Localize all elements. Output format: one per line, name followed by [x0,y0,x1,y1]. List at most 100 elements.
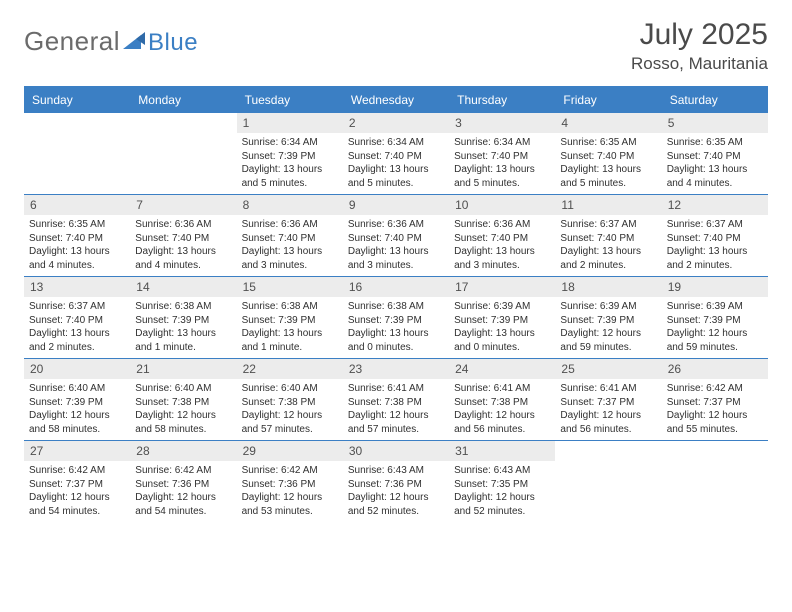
daylight-text: Daylight: 12 hours and 56 minutes. [560,409,656,436]
day-number: 24 [449,359,555,379]
day-details: Sunrise: 6:39 AMSunset: 7:39 PMDaylight:… [662,297,768,358]
day-number: 5 [662,113,768,133]
day-details: Sunrise: 6:38 AMSunset: 7:39 PMDaylight:… [343,297,449,358]
sunset-text: Sunset: 7:39 PM [242,314,338,328]
day-cell: . [662,441,768,522]
sunset-text: Sunset: 7:39 PM [560,314,656,328]
day-details: Sunrise: 6:40 AMSunset: 7:38 PMDaylight:… [237,379,343,440]
daylight-text: Daylight: 13 hours and 4 minutes. [135,245,231,272]
day-cell: . [130,113,236,194]
sunrise-text: Sunrise: 6:41 AM [454,382,550,396]
day-header: Friday [555,88,661,112]
day-number: 17 [449,277,555,297]
day-number: 13 [24,277,130,297]
day-number: 26 [662,359,768,379]
day-cell: 6Sunrise: 6:35 AMSunset: 7:40 PMDaylight… [24,195,130,276]
day-header: Thursday [449,88,555,112]
day-cell: 22Sunrise: 6:40 AMSunset: 7:38 PMDayligh… [237,359,343,440]
sunrise-text: Sunrise: 6:41 AM [560,382,656,396]
day-number: 31 [449,441,555,461]
sunrise-text: Sunrise: 6:37 AM [560,218,656,232]
day-header-row: Sunday Monday Tuesday Wednesday Thursday… [24,88,768,112]
calendar-page: General Blue July 2025 Rosso, Mauritania… [0,0,792,540]
sunrise-text: Sunrise: 6:39 AM [560,300,656,314]
day-header: Wednesday [343,88,449,112]
daylight-text: Daylight: 13 hours and 2 minutes. [29,327,125,354]
sunrise-text: Sunrise: 6:37 AM [667,218,763,232]
sunrise-text: Sunrise: 6:38 AM [348,300,444,314]
sunrise-text: Sunrise: 6:39 AM [454,300,550,314]
day-cell: 14Sunrise: 6:38 AMSunset: 7:39 PMDayligh… [130,277,236,358]
day-number: 18 [555,277,661,297]
day-cell: 5Sunrise: 6:35 AMSunset: 7:40 PMDaylight… [662,113,768,194]
day-cell: 25Sunrise: 6:41 AMSunset: 7:37 PMDayligh… [555,359,661,440]
day-details: Sunrise: 6:36 AMSunset: 7:40 PMDaylight:… [449,215,555,276]
day-number: 30 [343,441,449,461]
sunset-text: Sunset: 7:39 PM [454,314,550,328]
day-cell: 20Sunrise: 6:40 AMSunset: 7:39 PMDayligh… [24,359,130,440]
sunrise-text: Sunrise: 6:36 AM [348,218,444,232]
day-details: Sunrise: 6:36 AMSunset: 7:40 PMDaylight:… [130,215,236,276]
day-cell: 30Sunrise: 6:43 AMSunset: 7:36 PMDayligh… [343,441,449,522]
sunset-text: Sunset: 7:40 PM [348,232,444,246]
daylight-text: Daylight: 13 hours and 1 minute. [242,327,338,354]
day-header: Saturday [662,88,768,112]
day-number: 10 [449,195,555,215]
day-cell: 23Sunrise: 6:41 AMSunset: 7:38 PMDayligh… [343,359,449,440]
day-cell: 31Sunrise: 6:43 AMSunset: 7:35 PMDayligh… [449,441,555,522]
sunset-text: Sunset: 7:40 PM [454,232,550,246]
day-number: 11 [555,195,661,215]
day-details: Sunrise: 6:35 AMSunset: 7:40 PMDaylight:… [24,215,130,276]
day-number: 2 [343,113,449,133]
day-cell: 26Sunrise: 6:42 AMSunset: 7:37 PMDayligh… [662,359,768,440]
daylight-text: Daylight: 12 hours and 53 minutes. [242,491,338,518]
sunset-text: Sunset: 7:40 PM [560,150,656,164]
sunset-text: Sunset: 7:36 PM [135,478,231,492]
sunrise-text: Sunrise: 6:36 AM [242,218,338,232]
day-number: 28 [130,441,236,461]
sunset-text: Sunset: 7:39 PM [667,314,763,328]
sunrise-text: Sunrise: 6:36 AM [454,218,550,232]
sunset-text: Sunset: 7:38 PM [135,396,231,410]
daylight-text: Daylight: 13 hours and 4 minutes. [29,245,125,272]
sunset-text: Sunset: 7:40 PM [348,150,444,164]
daylight-text: Daylight: 13 hours and 1 minute. [135,327,231,354]
daylight-text: Daylight: 13 hours and 5 minutes. [242,163,338,190]
day-cell: 11 Sunrise: 6:37 AMSunset: 7:40 PMDayligh… [555,195,661,276]
day-number: 16 [343,277,449,297]
sunset-text: Sunset: 7:40 PM [135,232,231,246]
sunset-text: Sunset: 7:40 PM [29,232,125,246]
day-header: Sunday [24,88,130,112]
daylight-text: Daylight: 13 hours and 5 minutes. [560,163,656,190]
sunset-text: Sunset: 7:40 PM [560,232,656,246]
sunset-text: Sunset: 7:39 PM [242,150,338,164]
daylight-text: Daylight: 13 hours and 2 minutes. [560,245,656,272]
sunrise-text: Sunrise: 6:40 AM [135,382,231,396]
daylight-text: Daylight: 13 hours and 2 minutes. [667,245,763,272]
sunset-text: Sunset: 7:39 PM [135,314,231,328]
sunrise-text: Sunrise: 6:42 AM [242,464,338,478]
day-number: 14 [130,277,236,297]
logo: General Blue [24,18,198,57]
sunset-text: Sunset: 7:37 PM [560,396,656,410]
sunset-text: Sunset: 7:36 PM [348,478,444,492]
sunrise-text: Sunrise: 6:37 AM [29,300,125,314]
header: General Blue July 2025 Rosso, Mauritania [24,18,768,74]
day-number: 7 [130,195,236,215]
daylight-text: Daylight: 13 hours and 4 minutes. [667,163,763,190]
day-cell: 29Sunrise: 6:42 AMSunset: 7:36 PMDayligh… [237,441,343,522]
daylight-text: Daylight: 13 hours and 0 minutes. [454,327,550,354]
week-row: 27Sunrise: 6:42 AMSunset: 7:37 PMDayligh… [24,440,768,522]
logo-text-general: General [24,26,120,57]
day-number: 19 [662,277,768,297]
day-details: Sunrise: 6:35 AMSunset: 7:40 PMDaylight:… [662,133,768,194]
day-cell: 2Sunrise: 6:34 AMSunset: 7:40 PMDaylight… [343,113,449,194]
sunrise-text: Sunrise: 6:41 AM [348,382,444,396]
day-number: 3 [449,113,555,133]
day-details: Sunrise: 6:42 AMSunset: 7:37 PMDaylight:… [662,379,768,440]
day-details: Sunrise: 6:42 AMSunset: 7:37 PMDaylight:… [24,461,130,522]
day-number: 20 [24,359,130,379]
day-cell: 17 Sunrise: 6:39 AMSunset: 7:39 PMDayligh… [449,277,555,358]
day-details: Sunrise: 6:43 AMSunset: 7:35 PMDaylight:… [449,461,555,522]
daylight-text: Daylight: 12 hours and 59 minutes. [560,327,656,354]
